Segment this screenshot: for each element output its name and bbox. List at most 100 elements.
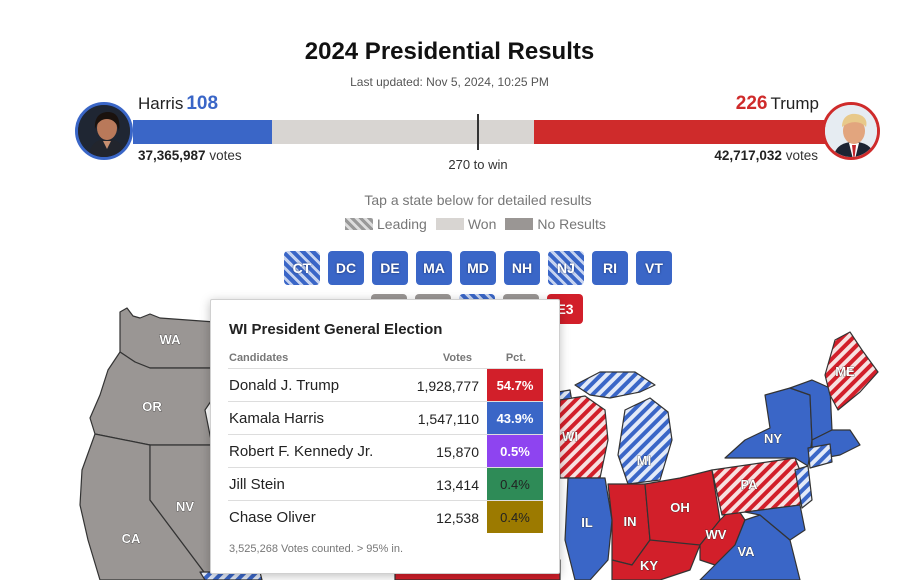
candidate-name: Jill Stein — [229, 476, 285, 493]
results-table: Candidates Votes Pct. Donald J. Trump 1,… — [228, 350, 543, 533]
harris-electoral-votes: 108 — [186, 93, 219, 114]
chip-e3-label: E3 — [556, 301, 574, 317]
harris-bar-fill — [133, 120, 272, 144]
no-results-swatch — [505, 218, 534, 230]
chip-ct[interactable]: CT — [284, 251, 320, 285]
label-mi: MI — [637, 453, 651, 468]
instructions-text: Tap a state below for detailed results — [364, 192, 592, 208]
candidate-pct: 43.9% — [487, 402, 543, 434]
chip-de[interactable]: DE — [372, 251, 408, 285]
to-win-label: 270 to win — [448, 157, 508, 172]
harris-avatar — [75, 102, 133, 160]
chip-label: NJ — [557, 260, 575, 276]
table-row: Donald J. Trump 1,928,777 54.7% — [228, 368, 543, 401]
leading-swatch — [345, 218, 373, 230]
label-ny: NY — [764, 431, 782, 446]
col-votes: Votes — [442, 352, 472, 364]
harris-name: Harris — [138, 94, 184, 113]
legend-no-results-label: No Results — [537, 216, 606, 232]
candidate-votes: 15,870 — [436, 444, 479, 460]
trump-heading: 226 Trump — [736, 93, 819, 115]
small-state-chips: CT DC DE MA MD NH NJ RI VT — [284, 251, 680, 285]
win-threshold-marker — [477, 114, 479, 150]
table-row: Robert F. Kennedy Jr. 15,870 0.5% — [228, 434, 543, 467]
state-ct-lead[interactable] — [807, 443, 833, 469]
state-ny[interactable] — [724, 387, 813, 467]
label-oh: OH — [670, 500, 690, 515]
trump-electoral-votes: 226 — [735, 93, 768, 114]
state-mi[interactable] — [617, 397, 673, 485]
trump-popular-vote: 42,717,032 votes — [714, 148, 818, 163]
candidate-name: Kamala Harris — [229, 410, 325, 427]
label-wi: WI — [562, 429, 578, 444]
candidate-votes: 1,547,110 — [417, 411, 479, 427]
label-va: VA — [737, 544, 755, 559]
chip-label: CT — [292, 260, 312, 276]
candidate-pct: 0.4% — [487, 468, 543, 500]
chip-label: DC — [335, 260, 357, 276]
state-md-de[interactable] — [744, 504, 806, 541]
label-nv: NV — [176, 499, 194, 514]
state-results-popup[interactable]: WI President General Election Candidates… — [210, 299, 560, 574]
page-title: 2024 Presidential Results — [304, 38, 595, 65]
legend-won-label: Won — [467, 216, 497, 232]
label-wa: WA — [160, 332, 182, 347]
label-ky: KY — [640, 558, 658, 573]
won-swatch — [435, 218, 464, 230]
chip-label: MD — [467, 260, 489, 276]
chip-ma[interactable]: MA — [416, 251, 452, 285]
electoral-progress-bar — [133, 120, 825, 144]
trump-avatar — [822, 102, 880, 160]
col-candidates: Candidates — [229, 352, 289, 364]
harris-votes-unit: votes — [209, 148, 242, 163]
state-me[interactable] — [824, 331, 879, 411]
chip-nj[interactable]: NJ — [548, 251, 584, 285]
candidate-pct: 0.5% — [487, 435, 543, 467]
table-row: Kamala Harris 1,547,110 43.9% — [228, 401, 543, 434]
state-nj[interactable] — [794, 465, 813, 509]
legend-leading-label: Leading — [377, 216, 427, 232]
state-mi-up[interactable] — [574, 371, 656, 399]
legend: Leading Won No Results — [345, 216, 615, 232]
label-me: ME — [835, 364, 855, 379]
chip-vt[interactable]: VT — [636, 251, 672, 285]
candidate-name: Donald J. Trump — [229, 377, 340, 394]
chip-md[interactable]: MD — [460, 251, 496, 285]
chip-label: RI — [603, 260, 617, 276]
last-updated: Last updated: Nov 5, 2024, 10:25 PM — [350, 75, 549, 89]
trump-name: Trump — [770, 94, 820, 113]
table-row: Jill Stein 13,414 0.4% — [228, 467, 543, 500]
candidate-pct: 54.7% — [487, 369, 543, 401]
table-row: Chase Oliver 12,538 0.4% — [228, 500, 543, 533]
state-il[interactable] — [564, 477, 613, 580]
chip-nh[interactable]: NH — [504, 251, 540, 285]
candidate-name: Chase Oliver — [229, 509, 316, 526]
chip-dc[interactable]: DC — [328, 251, 364, 285]
candidate-votes: 1,928,777 — [416, 378, 479, 394]
col-pct: Pct. — [505, 352, 526, 364]
chip-label: NH — [511, 260, 533, 276]
candidate-name: Robert F. Kennedy Jr. — [229, 443, 374, 460]
label-wv: WV — [706, 527, 727, 542]
chip-label: VT — [645, 260, 663, 276]
label-ca: CA — [122, 531, 141, 546]
label-or: OR — [142, 399, 162, 414]
trump-bar-fill — [534, 120, 825, 144]
harris-popular-count: 37,365,987 — [138, 148, 206, 163]
legend-won: Won — [435, 216, 497, 232]
chip-ri[interactable]: RI — [592, 251, 628, 285]
legend-leading: Leading — [345, 216, 427, 232]
legend-no-results: No Results — [505, 216, 606, 232]
trump-popular-count: 42,717,032 — [714, 148, 782, 163]
candidate-votes: 13,414 — [436, 477, 479, 493]
label-pa: PA — [740, 477, 758, 492]
label-il: IL — [581, 515, 593, 530]
label-in: IN — [624, 514, 637, 529]
candidate-votes: 12,538 — [436, 510, 479, 526]
chip-label: DE — [380, 260, 400, 276]
harris-popular-vote: 37,365,987 votes — [138, 148, 242, 163]
state-ky[interactable] — [611, 539, 701, 580]
candidate-pct: 0.4% — [487, 501, 543, 533]
table-header: Candidates Votes Pct. — [228, 350, 543, 368]
harris-heading: Harris 108 — [138, 93, 218, 115]
